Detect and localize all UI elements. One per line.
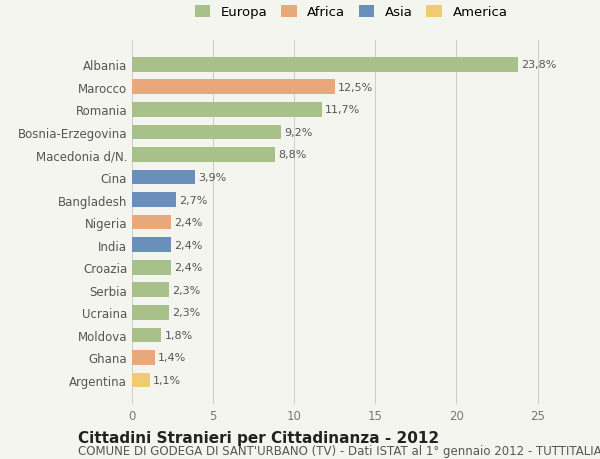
Text: 2,3%: 2,3% [173,285,201,295]
Bar [132,305,169,320]
Text: 1,8%: 1,8% [164,330,193,340]
Bar [132,238,171,252]
Bar [132,283,169,297]
Bar [132,373,150,387]
Text: 2,3%: 2,3% [173,308,201,318]
Bar [132,148,275,162]
Legend: Europa, Africa, Asia, America: Europa, Africa, Asia, America [189,1,513,25]
Bar [132,58,518,73]
Text: 9,2%: 9,2% [284,128,313,138]
Bar [132,80,335,95]
Text: 8,8%: 8,8% [278,150,307,160]
Text: 3,9%: 3,9% [199,173,227,183]
Text: 1,4%: 1,4% [158,353,186,363]
Text: 11,7%: 11,7% [325,105,360,115]
Bar [132,103,322,118]
Bar [132,328,161,342]
Bar [132,125,281,140]
Bar [132,260,171,275]
Text: 1,1%: 1,1% [153,375,181,385]
Text: 23,8%: 23,8% [521,60,557,70]
Bar [132,215,171,230]
Text: 2,4%: 2,4% [174,218,203,228]
Text: 12,5%: 12,5% [338,83,373,93]
Bar [132,170,195,185]
Bar [132,350,155,365]
Text: 2,7%: 2,7% [179,195,208,205]
Bar [132,193,176,207]
Text: 2,4%: 2,4% [174,240,203,250]
Text: COMUNE DI GODEGA DI SANT'URBANO (TV) - Dati ISTAT al 1° gennaio 2012 - TUTTITALI: COMUNE DI GODEGA DI SANT'URBANO (TV) - D… [78,444,600,457]
Text: Cittadini Stranieri per Cittadinanza - 2012: Cittadini Stranieri per Cittadinanza - 2… [78,430,439,445]
Text: 2,4%: 2,4% [174,263,203,273]
